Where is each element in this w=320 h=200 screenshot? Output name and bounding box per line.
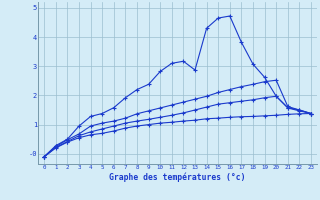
- X-axis label: Graphe des températures (°c): Graphe des températures (°c): [109, 172, 246, 182]
